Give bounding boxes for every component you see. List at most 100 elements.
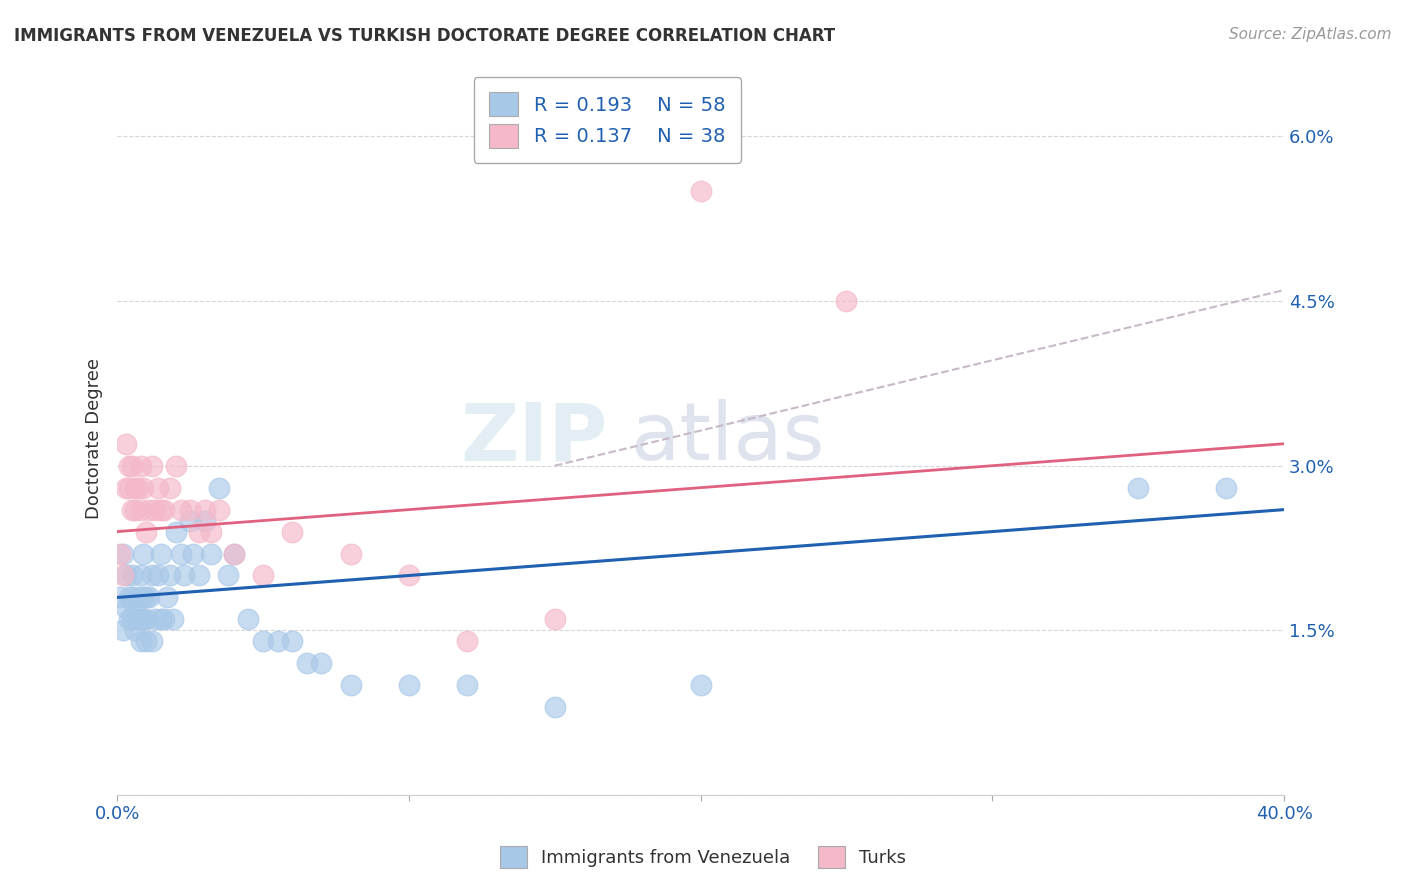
Point <box>266 634 288 648</box>
Point <box>127 612 149 626</box>
Point <box>135 591 157 605</box>
Point <box>1215 481 1237 495</box>
Point <box>149 547 172 561</box>
Point <box>121 612 143 626</box>
Text: atlas: atlas <box>631 400 825 477</box>
Point <box>149 612 172 626</box>
Point <box>111 547 134 561</box>
Point <box>129 634 152 648</box>
Point <box>165 458 187 473</box>
Point <box>108 547 131 561</box>
Point <box>153 502 176 516</box>
Y-axis label: Doctorate Degree: Doctorate Degree <box>86 358 103 519</box>
Point <box>252 568 274 582</box>
Point <box>124 601 146 615</box>
Point <box>162 612 184 626</box>
Point <box>159 568 181 582</box>
Point <box>127 591 149 605</box>
Point <box>156 591 179 605</box>
Point <box>132 612 155 626</box>
Point <box>115 481 138 495</box>
Point <box>115 601 138 615</box>
Point <box>118 458 141 473</box>
Point <box>1128 481 1150 495</box>
Point <box>143 502 166 516</box>
Point <box>544 700 567 714</box>
Point <box>200 547 222 561</box>
Point <box>108 591 131 605</box>
Point <box>146 481 169 495</box>
Point <box>135 634 157 648</box>
Point <box>179 514 201 528</box>
Point <box>194 514 217 528</box>
Point <box>222 547 245 561</box>
Point <box>118 612 141 626</box>
Point <box>129 568 152 582</box>
Point <box>132 591 155 605</box>
Point <box>398 568 420 582</box>
Point <box>129 458 152 473</box>
Point <box>187 524 209 539</box>
Text: Source: ZipAtlas.com: Source: ZipAtlas.com <box>1229 27 1392 42</box>
Point <box>121 568 143 582</box>
Legend: R = 0.193    N = 58, R = 0.137    N = 38: R = 0.193 N = 58, R = 0.137 N = 38 <box>474 77 741 163</box>
Text: ZIP: ZIP <box>460 400 607 477</box>
Point <box>146 568 169 582</box>
Point <box>456 678 478 692</box>
Text: IMMIGRANTS FROM VENEZUELA VS TURKISH DOCTORATE DEGREE CORRELATION CHART: IMMIGRANTS FROM VENEZUELA VS TURKISH DOC… <box>14 27 835 45</box>
Point <box>281 524 304 539</box>
Point <box>124 481 146 495</box>
Point <box>170 502 193 516</box>
Point <box>179 502 201 516</box>
Point <box>311 657 333 671</box>
Point <box>159 481 181 495</box>
Point <box>141 458 163 473</box>
Point <box>129 502 152 516</box>
Point <box>132 481 155 495</box>
Point <box>187 568 209 582</box>
Point <box>181 547 204 561</box>
Point <box>121 591 143 605</box>
Point <box>339 547 361 561</box>
Point <box>135 524 157 539</box>
Point <box>456 634 478 648</box>
Point <box>165 524 187 539</box>
Point <box>141 634 163 648</box>
Point <box>153 612 176 626</box>
Point <box>544 612 567 626</box>
Point <box>141 568 163 582</box>
Point <box>689 678 711 692</box>
Point <box>132 547 155 561</box>
Point <box>173 568 195 582</box>
Point <box>111 624 134 638</box>
Point <box>689 184 711 198</box>
Point <box>118 481 141 495</box>
Point <box>135 612 157 626</box>
Point <box>127 481 149 495</box>
Point <box>398 678 420 692</box>
Point <box>121 502 143 516</box>
Point <box>143 612 166 626</box>
Point <box>835 293 858 308</box>
Point <box>252 634 274 648</box>
Point <box>138 502 160 516</box>
Point <box>217 568 239 582</box>
Point <box>138 591 160 605</box>
Point <box>149 502 172 516</box>
Point <box>124 502 146 516</box>
Point <box>200 524 222 539</box>
Legend: Immigrants from Venezuela, Turks: Immigrants from Venezuela, Turks <box>489 835 917 879</box>
Point <box>129 612 152 626</box>
Point <box>111 568 134 582</box>
Point <box>115 436 138 450</box>
Point <box>194 502 217 516</box>
Point <box>281 634 304 648</box>
Point <box>121 458 143 473</box>
Point <box>208 502 231 516</box>
Point <box>170 547 193 561</box>
Point <box>339 678 361 692</box>
Point <box>238 612 260 626</box>
Point <box>222 547 245 561</box>
Point <box>115 568 138 582</box>
Point <box>118 591 141 605</box>
